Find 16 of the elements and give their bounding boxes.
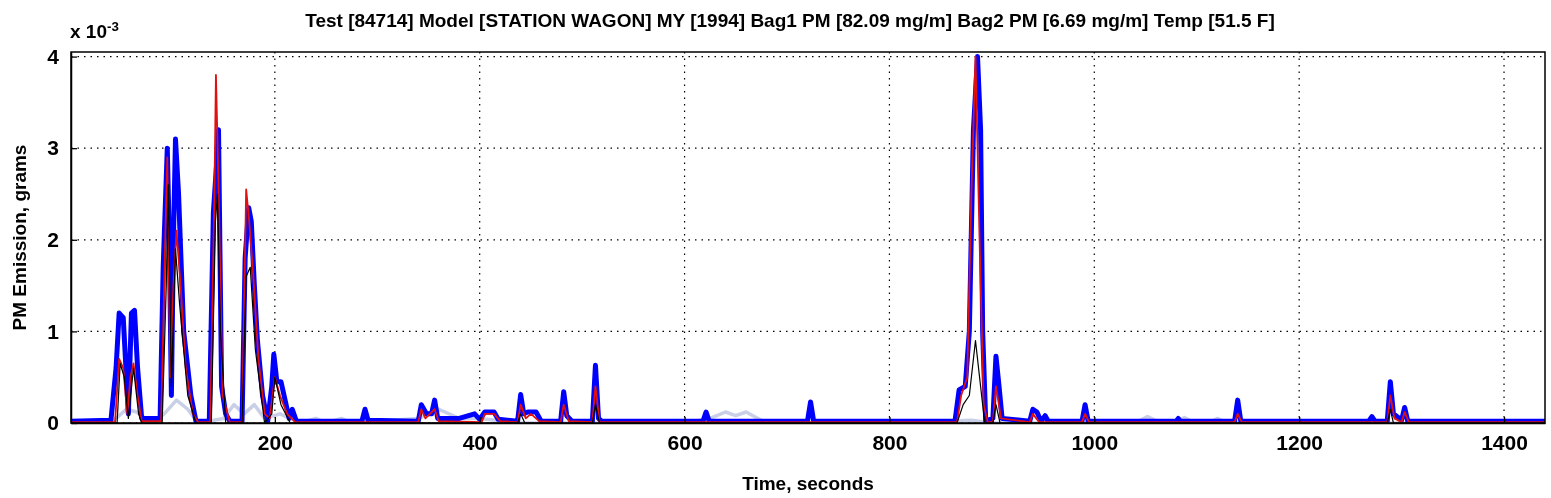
x-tick-label: 600 [667, 430, 703, 454]
x-tick-label: 1000 [1071, 430, 1119, 454]
y-tick-label: 0 [47, 411, 59, 435]
x-tick-label: 400 [462, 430, 498, 454]
y-tick-label: 1 [47, 319, 60, 343]
y-tick-label: 4 [47, 44, 60, 68]
y-tick-label: 3 [47, 136, 59, 160]
x-tick-label: 1200 [1276, 430, 1324, 454]
x-tick-label: 800 [872, 430, 908, 454]
x-tick-label: 1400 [1481, 430, 1528, 454]
y-axis-title: PM Emission, grams [9, 144, 30, 331]
y-tick-label: 2 [47, 228, 59, 252]
x-tick-label: 200 [257, 430, 293, 454]
text: x 10$^{-3}$ [70, 18, 119, 42]
chart-title: Test [84714] Model [STATION WAGON] MY [1994] Bag1 PM [82.09 mg/m] Bag2 PM [6.69 mg/m] Temp [51.5 F] [305, 10, 1275, 31]
x-axis-title: Time, seconds [742, 473, 874, 494]
